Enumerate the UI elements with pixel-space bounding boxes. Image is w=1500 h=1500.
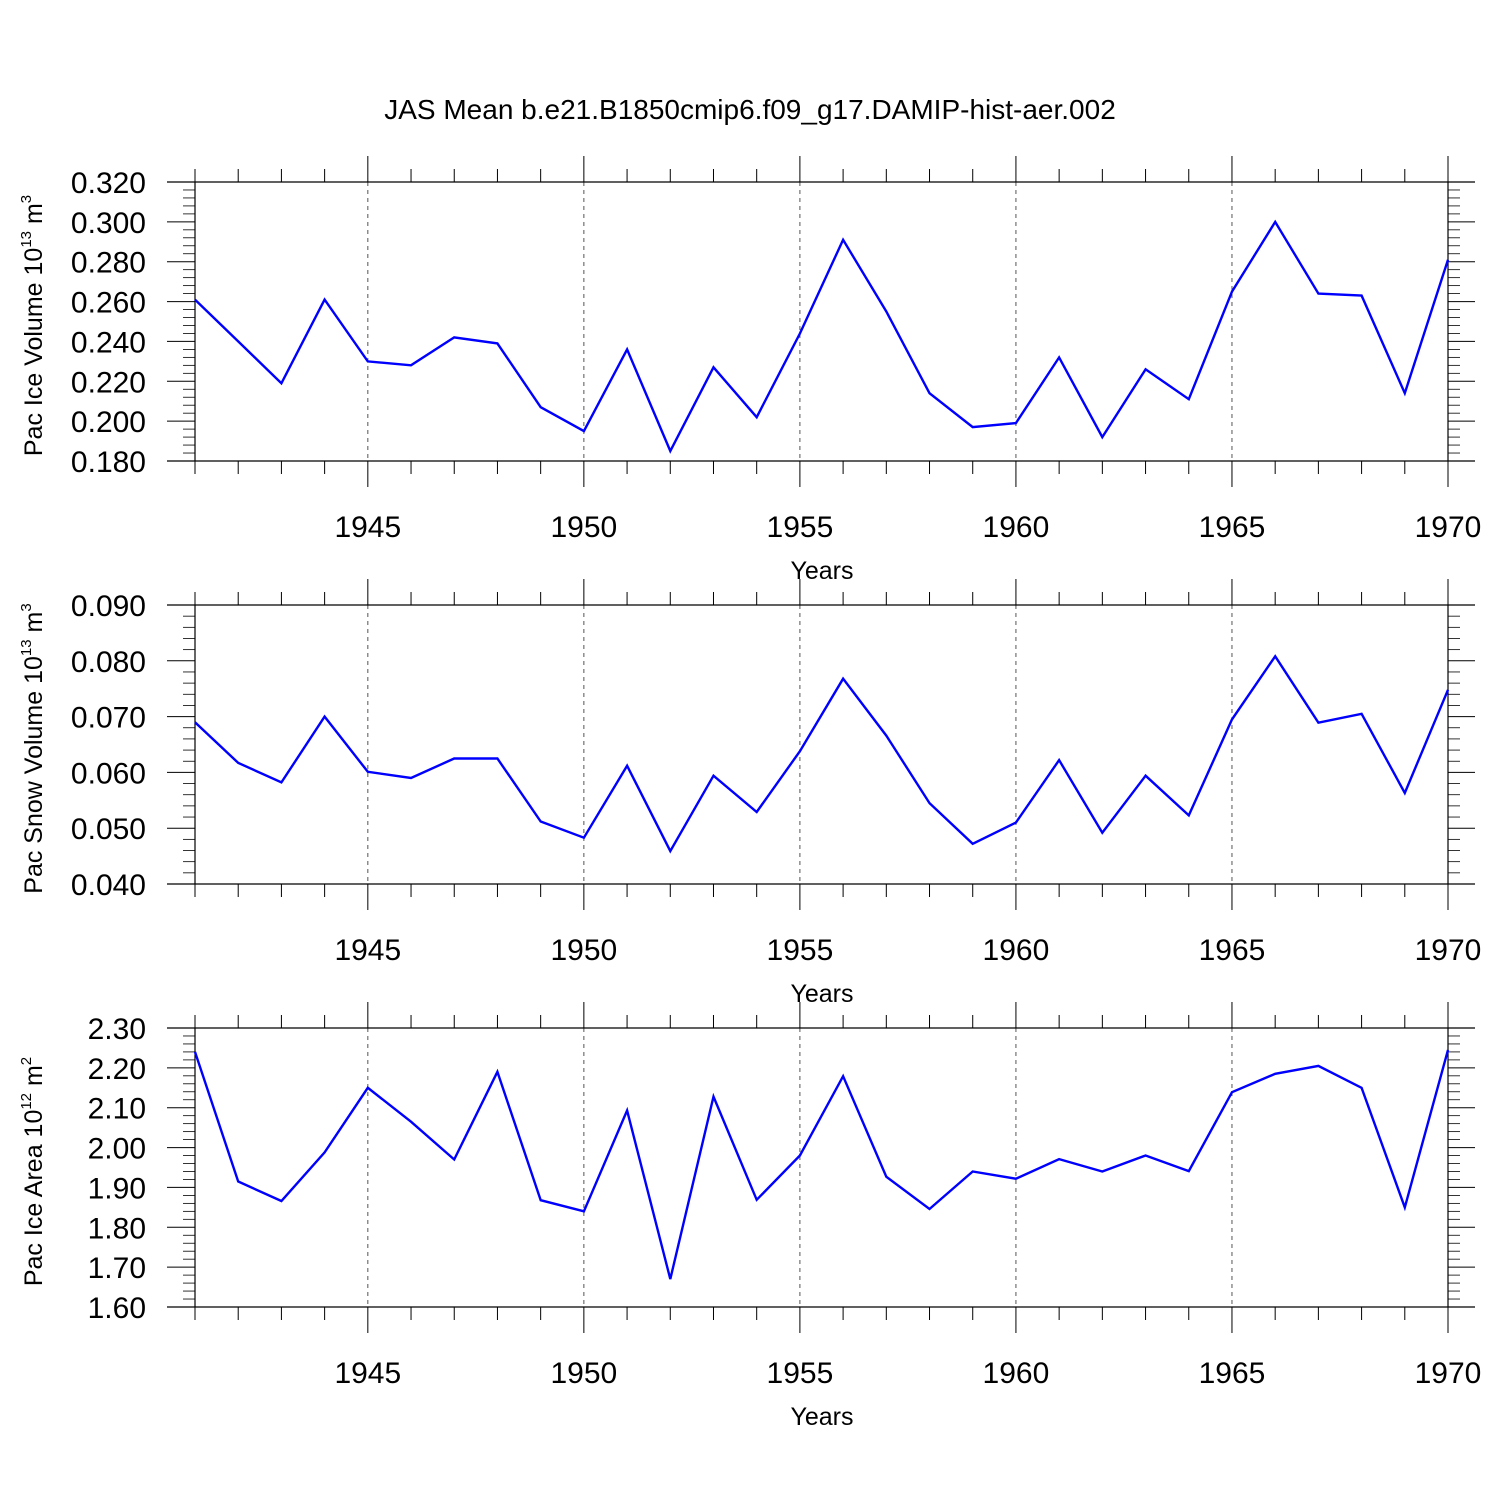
y-axis-label: Pac Ice Volume 1013 m3: [18, 195, 48, 456]
y-tick-label: 1.80: [88, 1212, 146, 1245]
panel-3: 1.60 1.70 1.80 1.90 2.00 2.10 2.20 2.30 1945 1950…: [18, 1002, 1481, 1431]
x-tick-label: 1945: [334, 1357, 401, 1390]
y-tick-label: 0.040: [71, 869, 146, 902]
y-tick-label: 0.180: [71, 446, 146, 479]
y-tick-label: 2.00: [88, 1133, 146, 1166]
x-tick-label: 1950: [550, 934, 617, 967]
x-tick-label: 1960: [983, 511, 1050, 544]
y-tick-label: 1.90: [88, 1172, 146, 1205]
y-axis-label: Pac Snow Volume 1013 m3: [18, 603, 48, 893]
series-line-1: [194, 219, 1450, 454]
y-tick-label: 0.200: [71, 406, 146, 439]
panel-2: 0.040 0.050 0.060 0.070 0.080 0.090 1945 1950 19…: [18, 579, 1481, 1008]
y-axis-label: Pac Ice Area 1012 m2: [18, 1057, 48, 1286]
y-tick-label: 0.070: [71, 702, 146, 735]
y-tick-label: 0.220: [71, 366, 146, 399]
x-tick-label: 1970: [1415, 511, 1482, 544]
y-tick-label: 2.10: [88, 1093, 146, 1126]
x-tick-label: 1950: [550, 511, 617, 544]
x-axis-label: Years: [790, 980, 853, 1008]
x-tick-label: 1965: [1199, 1357, 1266, 1390]
y-tick-label: 0.300: [71, 207, 146, 240]
x-tick-label: 1945: [334, 511, 401, 544]
y-tick-label: 2.20: [88, 1053, 146, 1086]
series-line-1: [193, 1049, 1450, 1280]
y-tick-label: 0.240: [71, 326, 146, 359]
x-tick-label: 1965: [1199, 511, 1266, 544]
x-tick-label: 1970: [1415, 1357, 1482, 1390]
y-tick-label: 1.60: [88, 1292, 146, 1325]
y-tick-label: 0.260: [71, 287, 146, 320]
y-tick-label: 0.090: [71, 590, 146, 623]
x-tick-label: 1955: [767, 1357, 834, 1390]
y-tick-label: 2.30: [88, 1013, 146, 1046]
y-tick-label: 0.280: [71, 247, 146, 280]
x-axis-label: Years: [790, 1403, 853, 1431]
x-tick-label: 1955: [767, 934, 834, 967]
y-tick-label: 0.060: [71, 757, 146, 790]
series-line-1: [194, 654, 1450, 854]
x-axis-label: Years: [790, 557, 853, 585]
x-tick-label: 1955: [767, 511, 834, 544]
x-tick-label: 1960: [983, 934, 1050, 967]
panel-1: 0.180 0.200 0.220 0.240 0.260 0.280 0.300 0.320…: [18, 156, 1481, 585]
y-tick-label: 1.70: [88, 1252, 146, 1285]
x-tick-label: 1970: [1415, 934, 1482, 967]
x-tick-label: 1960: [983, 1357, 1050, 1390]
x-tick-label: 1965: [1199, 934, 1266, 967]
y-tick-label: 0.080: [71, 646, 146, 679]
figure-title: JAS Mean b.e21.B1850cmip6.f09_g17.DAMIP-…: [384, 94, 1116, 125]
y-tick-label: 0.320: [71, 167, 146, 200]
x-tick-label: 1950: [550, 1357, 617, 1390]
y-tick-label: 0.050: [71, 813, 146, 846]
x-tick-label: 1945: [334, 934, 401, 967]
